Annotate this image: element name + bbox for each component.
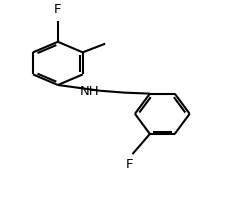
Text: F: F [126,158,134,171]
Text: NH: NH [79,85,99,98]
Text: F: F [54,3,62,16]
